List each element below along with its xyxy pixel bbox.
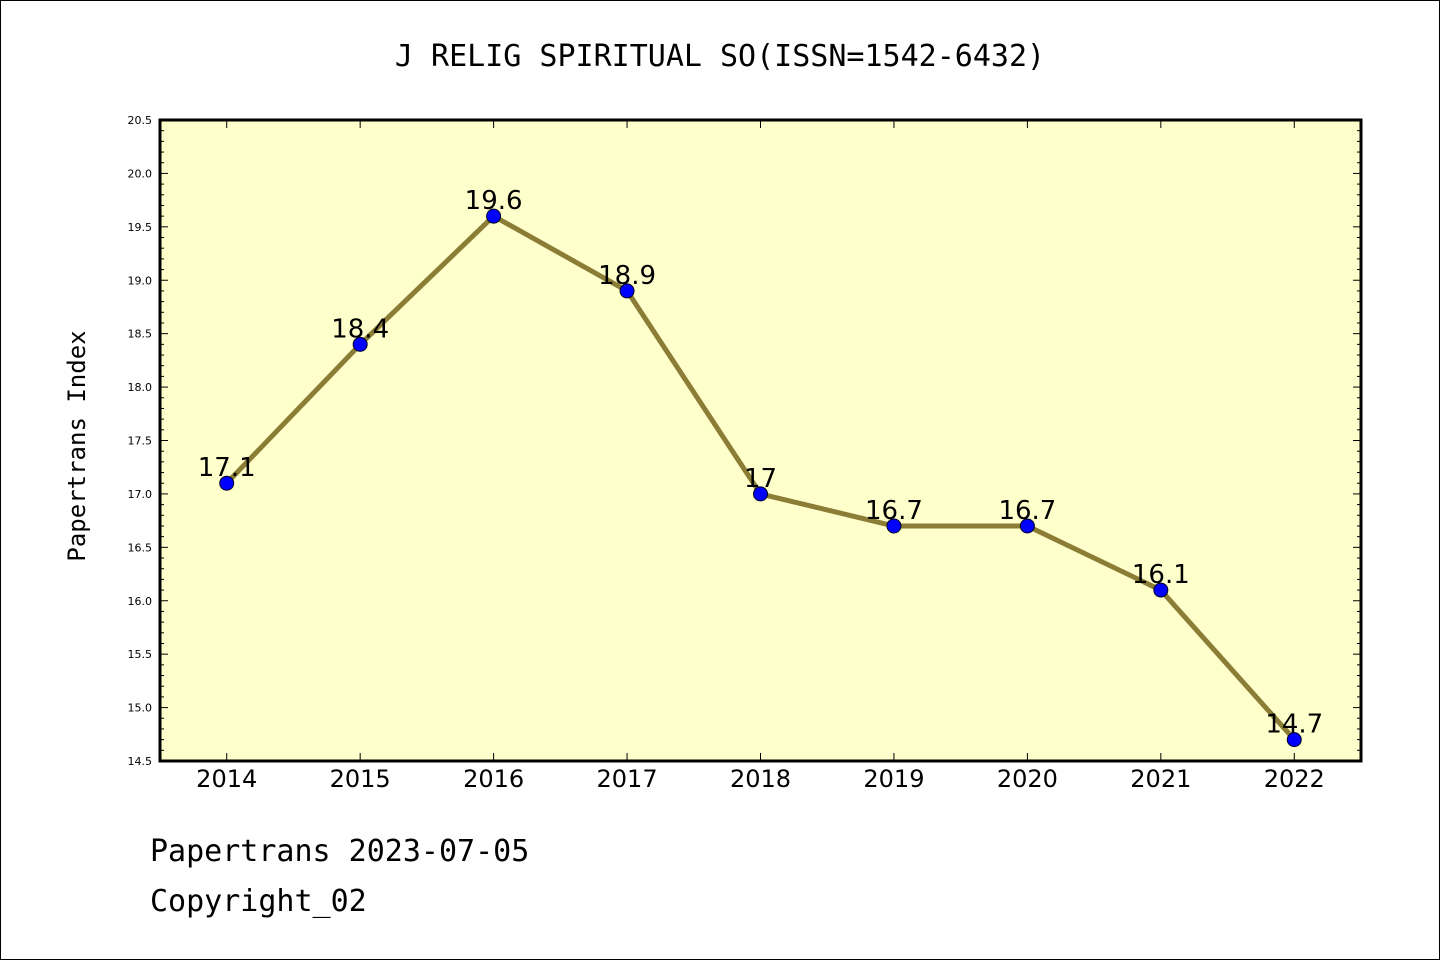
x-tick-label: 2022 [1264, 765, 1325, 793]
data-label: 16.1 [1132, 560, 1190, 590]
data-point [886, 518, 902, 534]
plot-area [160, 120, 1361, 761]
data-labels: 17.1 18.4 19.6 18.9 17 16.7 16.7 16.1 14.7 [198, 186, 1323, 739]
chart-title: J RELIG SPIRITUAL SO(ISSN=1542-6432) [395, 39, 1045, 74]
data-label: 18.9 [598, 261, 656, 291]
y-tick-label: 20.5 [128, 114, 153, 127]
y-tick-label: 17.5 [128, 435, 153, 448]
y-tick-label: 20.0 [128, 167, 153, 180]
data-point [1019, 518, 1035, 534]
data-label: 19.6 [465, 186, 523, 216]
data-label: 18.4 [331, 314, 389, 344]
data-point [219, 475, 235, 491]
data-points [219, 208, 1302, 748]
x-tick-label: 2017 [597, 765, 658, 793]
x-tick-label: 2015 [330, 765, 391, 793]
y-tick-label: 15.0 [128, 702, 153, 715]
x-axis: 2014 2015 2016 2017 2018 2019 2020 2021 2022 [196, 120, 1325, 793]
data-point [1153, 582, 1169, 598]
data-point [1286, 732, 1302, 748]
data-label: 17.1 [198, 453, 256, 483]
data-point [619, 283, 635, 299]
data-label: 14.7 [1265, 710, 1323, 740]
y-tick-label: 14.5 [128, 755, 153, 768]
data-point [753, 486, 768, 502]
y-tick-label: 18.5 [128, 328, 153, 341]
y-tick-label: 15.5 [128, 648, 153, 661]
data-label: 16.7 [865, 496, 923, 526]
x-tick-label: 2016 [463, 765, 524, 793]
y-tick-label: 19.0 [128, 274, 153, 287]
x-tick-label: 2019 [863, 765, 924, 793]
y-tick-label: 16.5 [128, 541, 153, 554]
x-tick-label: 2020 [997, 765, 1058, 793]
plot-border [158, 118, 1363, 763]
data-label: 16.7 [998, 496, 1056, 526]
source-note: Papertrans 2023-07-05 [150, 834, 530, 869]
x-tick-label: 2018 [730, 765, 791, 793]
data-point [486, 208, 502, 224]
x-tick-label: 2014 [196, 765, 257, 793]
y-tick-label: 17.0 [128, 488, 153, 501]
y-axis: 14.5 15.0 15.5 16.0 16.5 17.0 17.5 18.0 18.5 19.0… [128, 114, 1361, 768]
y-tick-label: 18.0 [128, 381, 153, 394]
x-tick-label: 2021 [1130, 765, 1191, 793]
data-point [352, 336, 368, 352]
data-label: 17 [744, 464, 777, 494]
y-tick-label: 16.0 [128, 595, 153, 608]
y-axis-label: Papertrans Index [63, 330, 91, 561]
copyright-note: Copyright_02 [150, 884, 367, 919]
y-tick-label: 19.5 [128, 221, 153, 234]
